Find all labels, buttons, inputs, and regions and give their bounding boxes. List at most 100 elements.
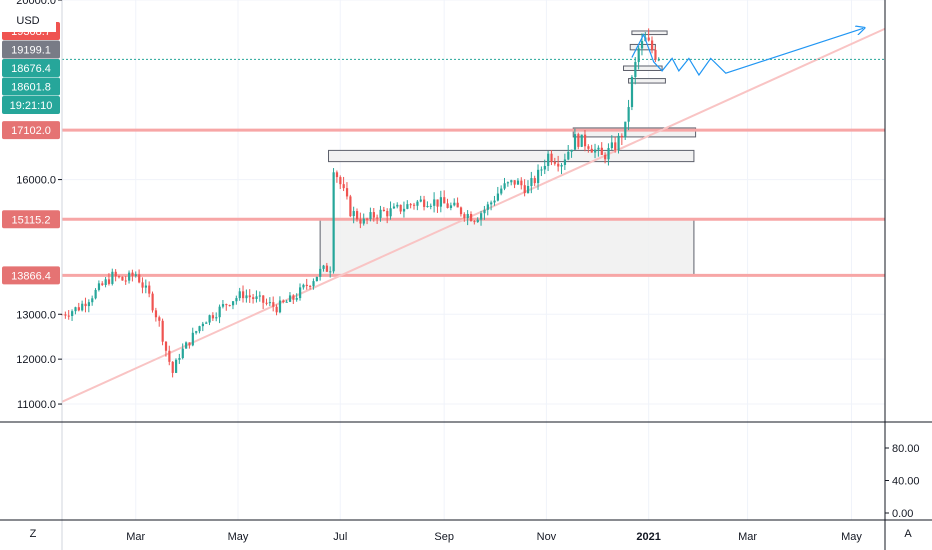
candle-body — [486, 204, 489, 210]
candle-body — [107, 279, 111, 284]
zone-rectangle[interactable] — [319, 218, 695, 276]
price-tag-label: 18601.8 — [11, 82, 51, 94]
candle-body — [436, 199, 439, 207]
candle-body — [473, 221, 476, 223]
candle-body — [557, 163, 560, 167]
candle-body — [154, 310, 158, 318]
candle-body — [439, 197, 443, 207]
candle-body — [268, 302, 272, 304]
candle-body — [238, 291, 241, 299]
candle-body — [359, 219, 362, 224]
candle-body — [573, 134, 577, 150]
horizontal-levels[interactable] — [62, 128, 885, 277]
candle-body — [493, 200, 496, 203]
candle-body — [208, 315, 211, 323]
candle-body — [262, 295, 265, 303]
zone-rectangle[interactable] — [328, 149, 695, 163]
candle-body — [416, 201, 419, 206]
candle-body — [392, 206, 396, 209]
x-tick-label: May — [228, 531, 249, 543]
candle-body — [547, 153, 550, 166]
candle-body — [104, 279, 107, 286]
candle-body — [91, 298, 94, 303]
x-tick-label: Jul — [333, 531, 347, 543]
candle-body — [446, 203, 449, 208]
candle-body — [141, 282, 144, 288]
candle-body — [379, 209, 382, 218]
candle-body — [496, 193, 500, 201]
price-tag-box — [2, 121, 60, 140]
candle-body — [332, 172, 335, 272]
osc-tick-label: 80.00 — [892, 443, 920, 455]
candle-body — [114, 271, 117, 277]
candle-body — [466, 213, 469, 219]
y-tick-label: 12000.0 — [16, 354, 56, 366]
candle-body — [570, 149, 573, 152]
candle-body — [480, 213, 483, 220]
candle-body — [198, 326, 201, 332]
currency-label[interactable]: USD — [0, 10, 56, 32]
candle-body — [443, 197, 446, 204]
candle-body — [469, 213, 473, 222]
zone-rectangle[interactable] — [628, 78, 666, 84]
candle-body — [483, 209, 486, 214]
price-tag-box — [2, 77, 60, 96]
candle-body — [580, 134, 583, 147]
candle-body — [265, 302, 268, 304]
candle-body — [399, 204, 402, 212]
candle-body — [604, 154, 607, 160]
candle-body — [530, 178, 533, 186]
candle-body — [362, 218, 365, 224]
candle-body — [158, 317, 161, 321]
price-tag-label: 15115.2 — [12, 214, 51, 226]
projection-path[interactable] — [631, 28, 863, 77]
candle-body — [151, 293, 154, 311]
auto-scale-button[interactable]: A — [904, 528, 912, 540]
candle-body — [124, 280, 127, 282]
candle-body — [164, 341, 168, 351]
timezone-button[interactable]: Z — [29, 528, 37, 540]
zone-rectangle[interactable] — [572, 127, 697, 138]
zone-rectangle[interactable] — [623, 65, 663, 71]
price-tags: 19308.719199.118676.418601.819:21:101710… — [2, 22, 60, 285]
rectangle-zones[interactable] — [319, 30, 697, 276]
candle-body — [590, 148, 593, 153]
candle-body — [433, 199, 436, 206]
candle-body — [583, 134, 587, 147]
time-axis[interactable]: Mar May Jul Sep Nov 2021 Mar May — [126, 531, 862, 543]
candle-body — [191, 332, 194, 346]
candle-body — [587, 146, 590, 149]
candle-body — [248, 295, 251, 298]
candle-body — [255, 296, 258, 300]
candle-body — [275, 306, 278, 313]
trendline-segment[interactable] — [61, 27, 886, 403]
trendline[interactable] — [61, 27, 886, 403]
candle-body — [543, 165, 546, 170]
candle-body — [345, 188, 349, 197]
candle-body — [567, 151, 570, 160]
candle-body — [476, 219, 479, 223]
candle-body — [231, 301, 235, 306]
candle-body — [654, 49, 657, 60]
price-tag-box — [2, 266, 60, 285]
candle-body — [506, 182, 510, 184]
candle-body — [429, 205, 432, 207]
y-tick-label: 16000.0 — [16, 175, 56, 187]
candle-body — [553, 162, 556, 164]
x-tick-label: May — [841, 531, 862, 543]
price-axis[interactable]: 11000.0 12000.0 13000.0 16000.0 20000.0 — [16, 0, 62, 411]
candle-body — [178, 358, 181, 360]
candle-body — [168, 350, 171, 362]
candle-body — [560, 164, 563, 167]
candle-body — [637, 48, 640, 63]
candle-body — [329, 271, 332, 273]
candle-body — [419, 199, 422, 202]
candle-body — [77, 307, 80, 311]
projection-polyline[interactable] — [631, 28, 863, 77]
zone-rectangle[interactable] — [631, 30, 668, 36]
candle-body — [366, 218, 369, 220]
candle-body — [171, 361, 174, 373]
candle-body — [94, 289, 97, 299]
